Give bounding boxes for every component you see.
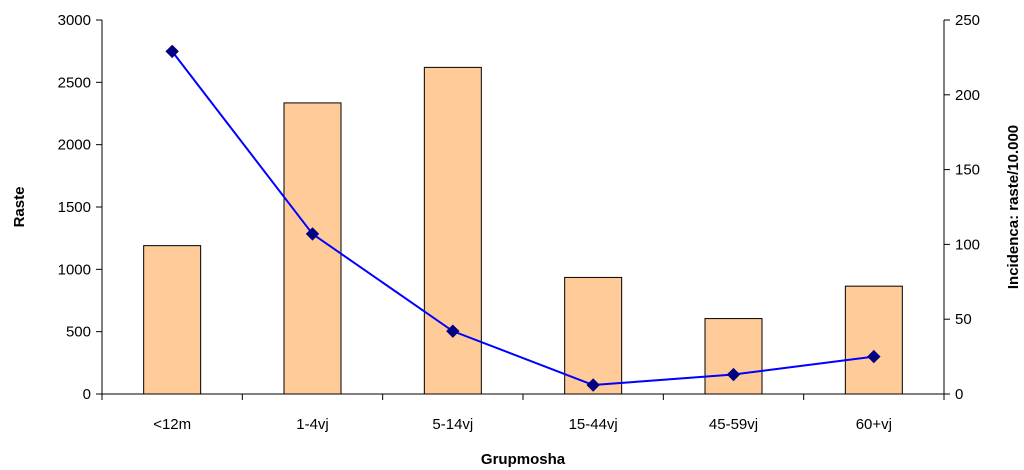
left-y-ticks: 0 500 1000 1500 2000 2500 3000 [58, 12, 102, 403]
line-point-marker [165, 44, 179, 59]
x-tick-label: 5-14vj [432, 416, 473, 433]
bar [844, 285, 903, 395]
y-tick-label: 3000 [58, 12, 91, 29]
x-axis-title: Grupmosha [481, 451, 566, 468]
y2-tick-label: 200 [955, 87, 980, 104]
y-tick-label: 1000 [58, 261, 91, 278]
bar [423, 66, 482, 395]
y-tick-label: 0 [83, 386, 91, 403]
y2-tick-label: 250 [955, 12, 980, 29]
x-tick-label: 15-44vj [569, 416, 618, 433]
incidence-line [171, 50, 874, 387]
y2-tick-label: 100 [955, 236, 980, 253]
y-tick-label: 1500 [58, 199, 91, 216]
line-point-marker [726, 367, 741, 382]
y-axis-title: Raste [11, 187, 28, 228]
x-tick-label: 1-4vj [296, 416, 329, 433]
y2-tick-label: 0 [955, 386, 963, 403]
y2-tick-label: 150 [955, 162, 980, 179]
line-series [165, 44, 881, 392]
line-point-marker [446, 324, 460, 338]
y-tick-label: 2000 [58, 137, 91, 154]
bar [704, 318, 763, 395]
x-tick-label: <12m [153, 416, 191, 433]
line-point-marker [867, 349, 881, 364]
line-point-marker [586, 378, 600, 392]
bar [564, 276, 623, 395]
x-ticks: <12m 1-4vj 5-14vj 15-44vj 45-59vj 60+vj [101, 394, 945, 433]
y-tick-label: 2500 [58, 74, 91, 91]
axes [101, 20, 945, 395]
y-tick-label: 500 [66, 324, 91, 341]
right-y-ticks: 0 50 100 150 200 250 [944, 12, 980, 403]
y2-axis-title: Incidenca: raste/10.000 [1005, 125, 1022, 289]
bar [143, 245, 202, 395]
bar [283, 102, 342, 395]
line-point-marker [305, 227, 320, 241]
bar-series [143, 66, 903, 395]
y2-tick-label: 50 [955, 311, 972, 328]
x-tick-label: 45-59vj [709, 416, 758, 433]
x-tick-label: 60+vj [856, 416, 892, 433]
